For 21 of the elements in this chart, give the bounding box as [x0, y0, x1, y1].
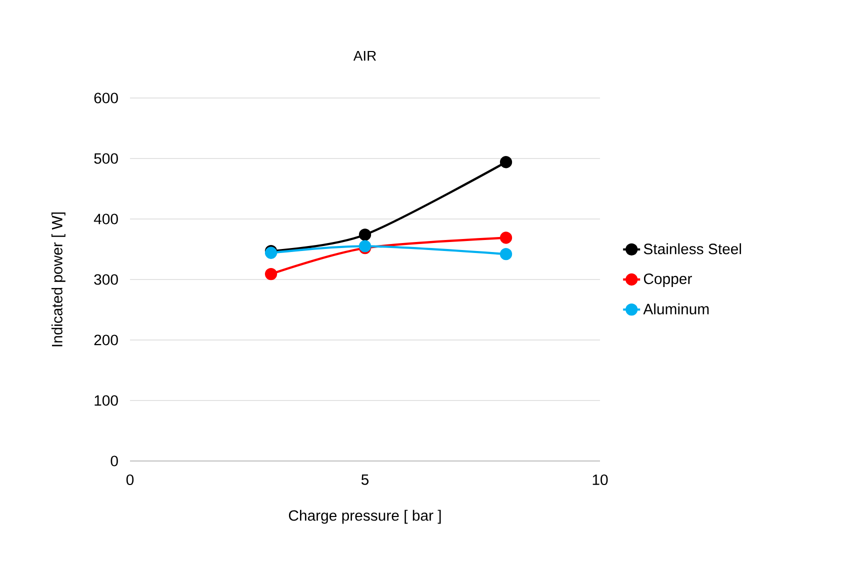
y-tick-label: 0: [110, 456, 118, 466]
y-tick-label: 300: [94, 274, 118, 285]
y-tick-label: 100: [94, 395, 118, 406]
x-tick-label: 10: [592, 474, 608, 486]
y-tick-label: 400: [94, 214, 118, 224]
point: [358, 228, 372, 241]
y-tick-label: 600: [94, 92, 118, 104]
x-tick-label: 0: [126, 474, 134, 486]
chart-title: AIR: [353, 51, 376, 61]
point: [500, 248, 512, 260]
legend-label: Stainless Steel: [644, 243, 742, 254]
y-tick-label: 500: [94, 153, 118, 164]
y-tick-label: 200: [94, 334, 118, 346]
x-tick-label: 5: [361, 474, 369, 485]
legend-label: Copper: [644, 274, 692, 288]
legend-label: Aluminum: [643, 303, 709, 314]
point: [264, 268, 278, 280]
x-axis-title: Charge pressure [ bar ]: [288, 510, 441, 524]
point: [500, 232, 512, 244]
y-axis-title: Indicated power [ W]: [51, 212, 66, 346]
point: [500, 156, 512, 168]
